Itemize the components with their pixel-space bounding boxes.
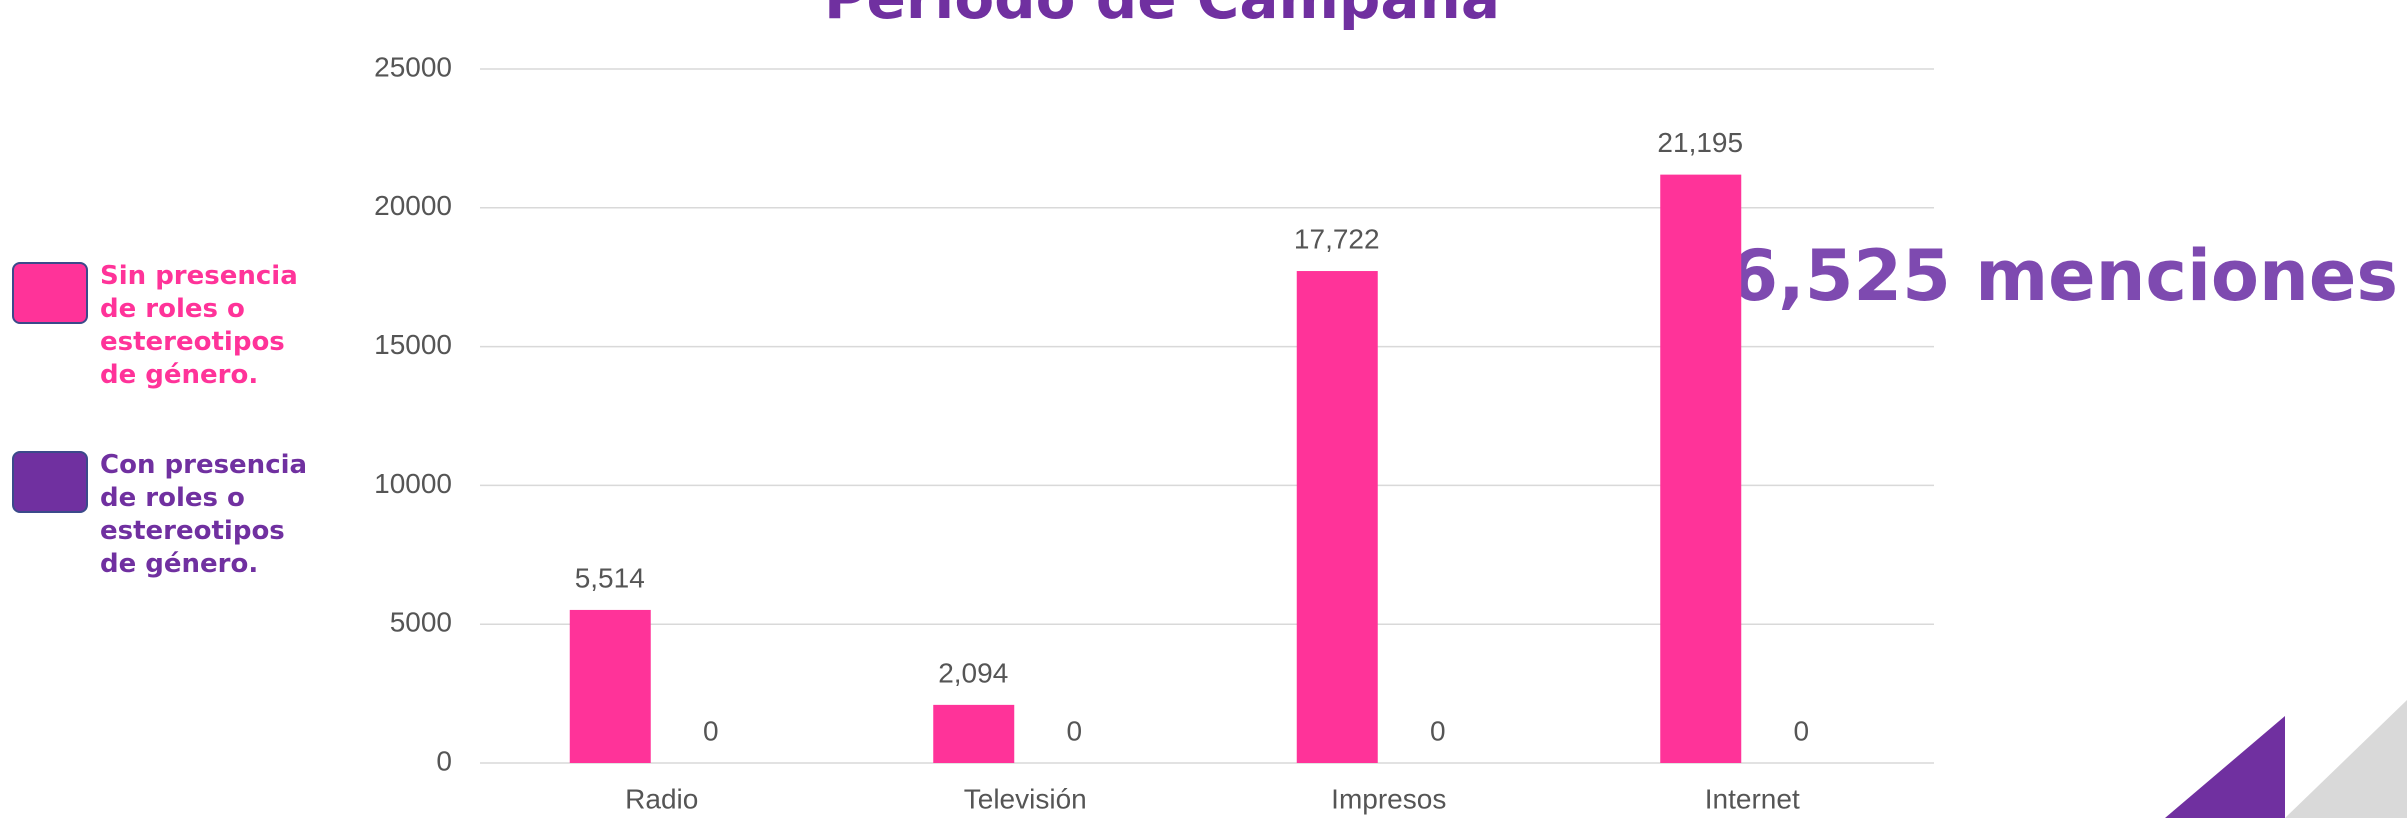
y-tick-label: 10000 <box>374 468 452 499</box>
y-tick-label: 0 <box>436 745 452 776</box>
bar <box>933 704 1015 763</box>
decor <box>2165 716 2285 818</box>
bar <box>569 609 651 763</box>
y-tick-label: 20000 <box>374 190 452 221</box>
legend-swatch <box>12 262 88 324</box>
value-label: 5,514 <box>575 562 645 593</box>
value-label: 0 <box>1430 715 1446 746</box>
x-tick-label: Internet <box>1705 783 1800 814</box>
value-label: 21,195 <box>1657 127 1743 158</box>
value-label: 17,722 <box>1294 223 1380 254</box>
x-tick-label: Radio <box>625 783 698 814</box>
bar <box>1660 174 1742 763</box>
decor <box>2285 700 2407 818</box>
y-tick-label: 15000 <box>374 329 452 360</box>
value-label: 2,094 <box>938 657 1008 688</box>
annotation: 46,525 menciones <box>1681 235 2398 317</box>
x-tick-label: Impresos <box>1331 783 1446 814</box>
bar <box>1296 271 1378 763</box>
x-tick-label: Televisión <box>964 783 1087 814</box>
chart-title: Periodo de Campaña <box>824 0 1500 32</box>
value-label: 0 <box>1793 715 1809 746</box>
legend-label: Sin presencia de roles o estereotipos de… <box>100 261 298 390</box>
legend-label: Con presencia de roles o estereotipos de… <box>100 450 308 579</box>
value-label: 0 <box>703 715 719 746</box>
y-tick-label: 25000 <box>374 51 452 82</box>
y-tick-label: 5000 <box>390 607 452 638</box>
legend-swatch <box>12 451 88 513</box>
value-label: 0 <box>1066 715 1082 746</box>
